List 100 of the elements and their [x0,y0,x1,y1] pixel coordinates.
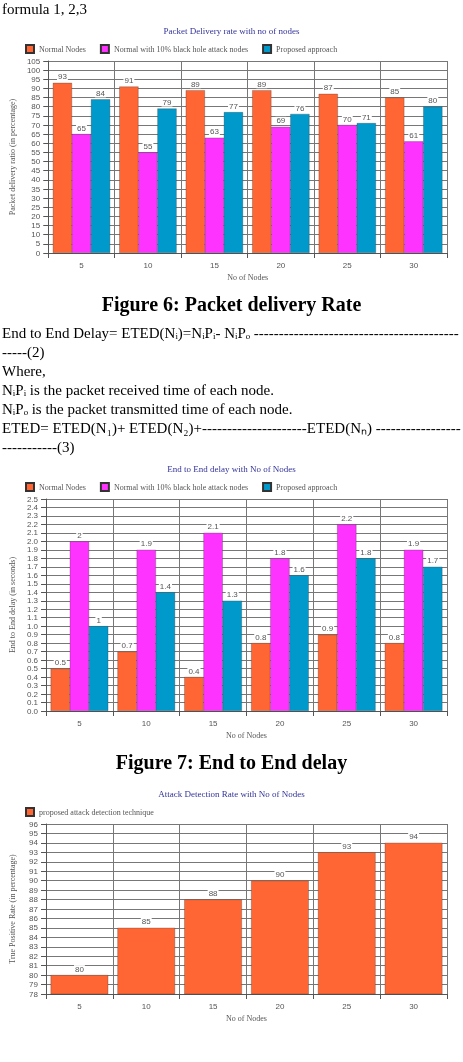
x-tick-label: 5 [77,1001,83,1011]
data-label: 63 [209,127,220,137]
data-label: 80 [74,964,85,974]
data-label: 1.3 [226,590,239,600]
data-label: 71 [361,112,372,122]
x-tick-label: 30 [409,718,419,728]
y-tick-label: 1.0 [26,621,39,631]
text: Where, [1,362,47,381]
data-label: 87 [323,83,334,93]
data-label: 0.8 [255,632,267,642]
chart-title: Attack Detection Rate with No of Nodes [158,788,306,799]
y-tick-label: 1.2 [26,604,39,614]
data-label: 89 [190,79,201,89]
data-label: 77 [228,101,239,111]
x-tick-label: 25 [342,1001,352,1011]
data-label: 76 [295,103,305,113]
legend-label: Normal Nodes [39,482,86,492]
data-label: 0.5 [54,658,67,668]
y-tick-label: 100 [26,65,41,75]
y-tick-label: 87 [29,904,39,914]
text: ETED= ETED(N₁)+ ETED(N₂)+---------------------ETED(Nₙ) ----------------------------(3) [1,419,462,457]
text: formula 1, 2,3 [1,0,88,19]
y-tick-label: 0.5 [26,664,39,674]
data-label: 79 [162,98,172,108]
data-label: 1.4 [159,581,172,591]
data-label: 94 [409,832,419,842]
y-tick-label: 2.5 [26,494,39,504]
y-tick-label: 10 [31,230,41,240]
data-label: 2.2 [341,513,353,523]
y-axis-title: True Positive Rate (in percentage) [7,853,17,964]
y-tick-label: 85 [29,923,39,933]
y-tick-label: 2.1 [26,528,39,538]
y-tick-label: 1.7 [26,562,39,572]
data-label: 55 [143,141,153,151]
data-label: 69 [276,116,286,126]
text: NᵢPₒ is the packet transmitted time of each node. [1,400,294,419]
y-tick-label: 2.0 [26,536,39,546]
y-tick-label: 1.3 [26,596,39,606]
data-label: 65 [77,123,87,133]
x-axis-title: No of Nodes [226,1014,267,1024]
y-tick-label: 70 [31,120,41,130]
data-label: 1.7 [427,556,439,566]
data-label: 93 [57,72,68,82]
data-label: 1.6 [293,564,306,574]
legend-label: Normal Nodes [39,44,86,54]
data-label: 70 [342,114,353,124]
data-label: 0.8 [388,632,401,642]
y-tick-label: 94 [29,838,39,848]
x-tick-label: 30 [409,260,419,270]
y-tick-label: 75 [31,111,41,121]
y-tick-label: 5 [35,239,41,249]
data-label: 80 [428,96,438,106]
y-tick-label: 85 [31,93,41,103]
y-tick-label: 0.4 [26,672,39,682]
y-tick-label: 60 [31,138,41,148]
data-label: 93 [342,841,352,851]
y-tick-label: 0.3 [26,681,39,691]
y-tick-label: 80 [29,970,39,980]
y-tick-label: 0.8 [26,638,39,648]
data-label: 0.9 [322,624,334,634]
x-axis-title: No of Nodes [227,273,269,283]
y-tick-label: 45 [31,166,41,176]
x-tick-label: 20 [275,1001,285,1011]
data-label: 1 [96,615,102,625]
data-label: 1.8 [360,547,373,557]
caption: Figure 7: End to End delay [114,750,349,776]
data-label: 1.9 [140,539,153,549]
y-tick-label: 95 [31,74,41,84]
x-tick-label: 5 [79,260,85,270]
y-tick-label: 0.1 [26,698,39,708]
y-tick-label: 1.6 [26,570,39,580]
text: End to End Delay= ETED(Nᵢ)=NᵢPᵢ- NᵢPₒ ----------------------------------------------(2) [1,324,460,362]
x-tick-label: 25 [342,260,353,270]
y-tick-label: 30 [31,193,41,203]
y-tick-label: 84 [29,932,39,942]
y-tick-label: 92 [29,857,39,867]
y-tick-label: 91 [29,866,39,876]
y-axis-title: Packet delivery ratio (in percentage) [7,98,17,216]
y-tick-label: 0 [35,248,41,258]
y-tick-label: 35 [31,184,41,194]
y-tick-label: 95 [29,828,39,838]
y-tick-label: 79 [29,980,39,990]
data-label: 84 [96,88,106,98]
x-tick-label: 20 [275,718,285,728]
data-label: 2 [77,530,83,540]
y-tick-label: 25 [31,202,41,212]
y-tick-label: 40 [31,175,41,185]
chart-title: Packet Delivery rate with no of nodes [163,25,300,36]
x-tick-label: 15 [208,1001,219,1011]
y-tick-label: 0.9 [26,630,39,640]
x-tick-label: 25 [342,718,352,728]
y-tick-label: 0.7 [26,647,39,657]
x-tick-label: 10 [141,718,152,728]
data-label: 61 [409,130,419,140]
y-tick-label: 55 [31,147,41,157]
y-tick-label: 89 [29,885,39,895]
data-label: 0.7 [121,641,134,651]
x-tick-label: 5 [77,718,83,728]
legend-label: Proposed approach [276,482,338,492]
y-tick-label: 1.5 [26,579,39,589]
